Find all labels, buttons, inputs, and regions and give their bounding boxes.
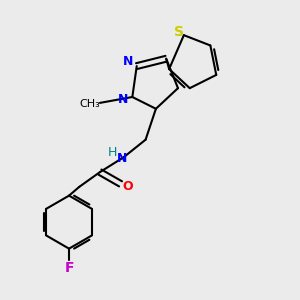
Text: O: O bbox=[123, 180, 133, 193]
Text: N: N bbox=[123, 55, 133, 68]
Text: F: F bbox=[64, 261, 74, 275]
Text: N: N bbox=[118, 93, 129, 106]
Text: CH₃: CH₃ bbox=[79, 99, 100, 110]
Text: N: N bbox=[117, 152, 127, 165]
Text: H: H bbox=[108, 146, 117, 159]
Text: S: S bbox=[174, 25, 184, 39]
